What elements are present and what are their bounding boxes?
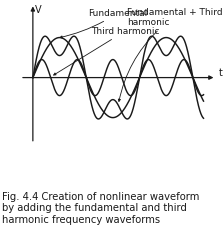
- Text: Fundamental + Third
harmonic: Fundamental + Third harmonic: [118, 8, 222, 102]
- Text: Fundamental: Fundamental: [60, 9, 148, 39]
- Text: V: V: [35, 5, 42, 15]
- Text: Third harmonic: Third harmonic: [54, 27, 160, 76]
- Text: t: t: [219, 68, 222, 77]
- Text: Fig. 4.4 Creation of nonlinear waveform
by adding the fundamental and third
harm: Fig. 4.4 Creation of nonlinear waveform …: [2, 191, 200, 224]
